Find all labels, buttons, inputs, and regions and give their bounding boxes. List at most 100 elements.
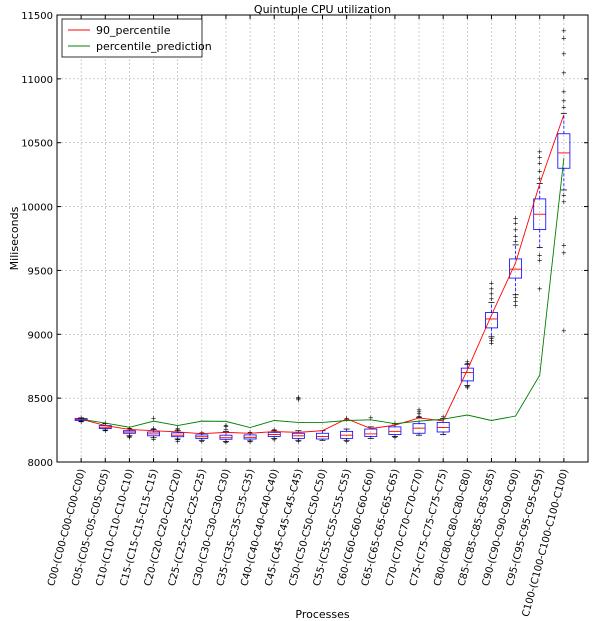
flier: + [537,167,543,175]
flier: + [151,414,157,422]
flier: + [561,50,567,58]
box-15: + [436,413,450,435]
box-5: ++ [195,429,209,445]
flier: + [537,252,543,260]
flier: + [295,393,301,401]
box-series: +++++++++++++++++++++++++++++++ +++++++++… [74,27,571,447]
box-rect [460,367,474,382]
flier: + [489,290,495,298]
flier: + [561,249,567,257]
box-17: +++++++ [485,280,498,348]
legend-box [61,18,203,58]
flier: + [561,88,567,96]
flier: + [126,425,132,433]
legend-label: percentile_prediction [96,40,212,53]
y-axis-label: Miliseconds [8,206,21,270]
flier: + [199,437,205,445]
plot-frame [56,14,589,463]
y-tick-label: 9500 [28,266,53,277]
flier: + [126,434,132,442]
grid-lines [57,14,588,463]
box-4: ++++ [171,425,185,445]
flier: + [175,426,181,434]
x-axis-ticks: C00-(C00-C00-C00-C00)C05-(C05-C05-C05-C0… [46,15,571,618]
flier: + [537,175,543,183]
flier: + [151,436,157,444]
box-3: + + + [147,414,160,444]
flier: + [271,426,277,434]
box-16: ++++ [460,358,474,392]
flier: + [489,340,495,348]
flier: + [513,215,519,223]
box-rect [388,426,402,435]
box-12: + [364,414,378,439]
flier: + [561,69,567,77]
flier: + [175,437,181,445]
flier: + [392,434,398,442]
flier: + [561,241,567,249]
flier: + [513,298,519,306]
box-20: ++++++++++++ [557,27,571,335]
flier: + [344,416,350,424]
flier: + [344,437,350,445]
flier: + [561,198,567,206]
y-tick-label: 8000 [28,458,53,469]
flier: + [464,358,470,366]
series-line-0 [81,114,565,435]
flier: + [295,396,301,404]
box-9: ++++ [291,393,305,445]
flier: + [271,436,277,444]
flier: + [464,384,470,392]
series-line-1 [81,157,565,428]
flier: + [537,160,543,168]
flier: + [416,413,422,421]
y-axis-ticks: 8000 8500 9000 9500 10000 10500 11000 11500 [21,11,588,469]
flier: + [489,280,495,288]
flier: + [223,439,229,447]
flier: + [489,335,495,343]
flier: + [489,337,495,345]
flier: + [247,438,253,446]
flier: + [247,428,253,436]
flier: + [199,429,205,437]
flier: + [489,295,495,303]
flier: + [513,294,519,302]
box-18: ++++++++ [509,215,523,309]
legend: 90_percentile percentile_prediction [61,18,212,58]
flier: + [223,425,229,433]
flier: + [78,418,84,426]
flier: + [295,437,301,445]
box-7: ++ [243,428,257,446]
flier: + [561,327,567,335]
y-tick-label: 11500 [21,11,53,22]
box-rect [509,258,523,279]
flier: + [416,410,422,418]
flier: + [513,220,519,228]
flier: + [561,34,567,42]
flier: + [464,360,470,368]
chart-title: Quintuple CPU utilization [254,3,391,16]
y-tick-label: 10500 [21,139,53,150]
flier: + [489,285,495,293]
flier: + [175,425,181,433]
flier: + [537,257,543,265]
flier: + [102,427,108,435]
flier: + [126,433,132,441]
flier: + [513,238,519,246]
flier: + [295,395,301,403]
box-rect [219,434,233,440]
flier: + [464,383,470,391]
y-tick-label: 8500 [28,394,53,405]
flier: + [513,301,519,309]
flier: + [102,420,108,428]
box-1: ++ [98,420,112,435]
flier: + [561,27,567,35]
flier: + [537,148,543,156]
legend-label: 90_percentile [96,24,171,37]
flier: + [223,421,229,429]
flier: + [561,192,567,200]
flier: + [561,103,567,111]
flier: + [513,232,519,240]
flier: + [223,423,229,431]
